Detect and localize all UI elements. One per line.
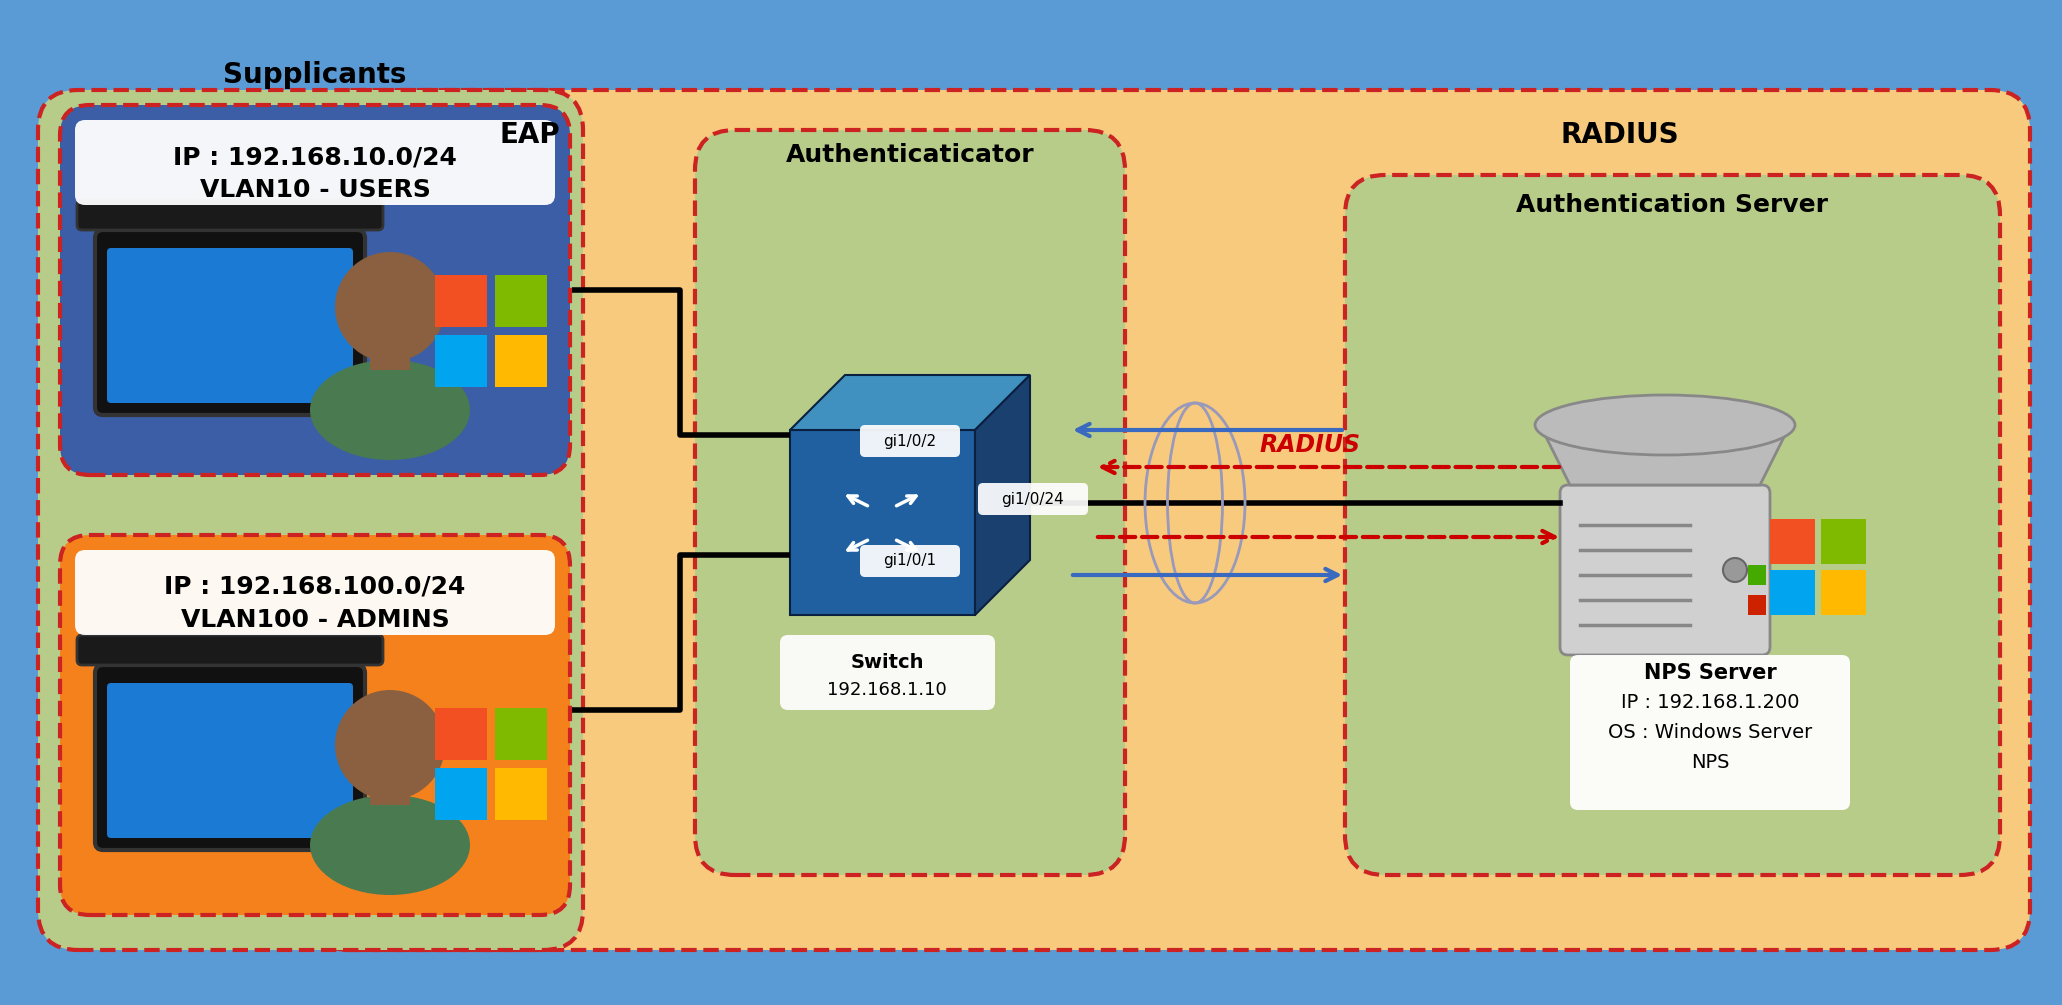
Ellipse shape <box>309 360 470 460</box>
Bar <box>1749 565 1765 585</box>
Bar <box>1749 595 1765 615</box>
Bar <box>495 708 546 760</box>
Text: IP : 192.168.1.200: IP : 192.168.1.200 <box>1621 693 1800 713</box>
Bar <box>495 275 546 327</box>
Circle shape <box>1724 558 1747 582</box>
Bar <box>435 768 487 820</box>
FancyBboxPatch shape <box>779 635 996 710</box>
Bar <box>435 335 487 387</box>
FancyBboxPatch shape <box>95 230 365 415</box>
FancyBboxPatch shape <box>76 635 384 665</box>
FancyBboxPatch shape <box>37 90 584 950</box>
FancyBboxPatch shape <box>860 545 961 577</box>
Bar <box>435 708 487 760</box>
Text: RADIUS: RADIUS <box>1260 433 1361 457</box>
Bar <box>1821 570 1866 615</box>
Polygon shape <box>790 430 975 615</box>
Text: EAP: EAP <box>499 121 561 149</box>
Ellipse shape <box>309 795 470 895</box>
Ellipse shape <box>1534 395 1796 455</box>
FancyBboxPatch shape <box>60 535 569 915</box>
Bar <box>1821 519 1866 564</box>
Text: Switch: Switch <box>850 653 924 672</box>
Text: VLAN100 - ADMINS: VLAN100 - ADMINS <box>181 608 450 632</box>
FancyBboxPatch shape <box>1569 655 1850 810</box>
FancyBboxPatch shape <box>977 483 1089 515</box>
Circle shape <box>334 252 445 362</box>
Text: gi1/0/2: gi1/0/2 <box>883 433 936 448</box>
FancyBboxPatch shape <box>695 130 1126 875</box>
FancyBboxPatch shape <box>74 120 555 205</box>
FancyBboxPatch shape <box>76 200 384 230</box>
Text: RADIUS: RADIUS <box>1561 121 1678 149</box>
Text: IP : 192.168.10.0/24: IP : 192.168.10.0/24 <box>173 145 458 169</box>
Bar <box>495 768 546 820</box>
FancyBboxPatch shape <box>95 665 365 850</box>
Bar <box>369 740 410 805</box>
Polygon shape <box>1540 425 1790 485</box>
Bar <box>369 305 410 370</box>
FancyBboxPatch shape <box>107 683 353 838</box>
Text: 192.168.1.10: 192.168.1.10 <box>827 681 946 699</box>
Text: Authenticaticator: Authenticaticator <box>786 143 1035 167</box>
Text: VLAN10 - USERS: VLAN10 - USERS <box>200 178 431 202</box>
FancyBboxPatch shape <box>19 18 2043 987</box>
Text: gi1/0/1: gi1/0/1 <box>883 554 936 569</box>
Text: IP : 192.168.100.0/24: IP : 192.168.100.0/24 <box>165 575 466 599</box>
Text: OS : Windows Server: OS : Windows Server <box>1608 724 1812 743</box>
Polygon shape <box>790 375 1031 430</box>
Bar <box>435 275 487 327</box>
Bar <box>495 335 546 387</box>
Text: NPS: NPS <box>1691 754 1730 773</box>
FancyBboxPatch shape <box>74 550 555 635</box>
Text: NPS Server: NPS Server <box>1643 663 1775 683</box>
FancyBboxPatch shape <box>1344 175 2000 875</box>
Circle shape <box>334 690 445 800</box>
Polygon shape <box>975 375 1031 615</box>
Text: Authentication Server: Authentication Server <box>1516 193 1829 217</box>
FancyBboxPatch shape <box>860 425 961 457</box>
Bar <box>1769 519 1815 564</box>
Text: gi1/0/24: gi1/0/24 <box>1002 491 1064 507</box>
FancyBboxPatch shape <box>60 105 569 475</box>
FancyBboxPatch shape <box>1561 485 1769 655</box>
Text: Supplicants: Supplicants <box>223 61 406 89</box>
FancyBboxPatch shape <box>107 248 353 403</box>
Bar <box>1769 570 1815 615</box>
FancyBboxPatch shape <box>309 90 2029 950</box>
